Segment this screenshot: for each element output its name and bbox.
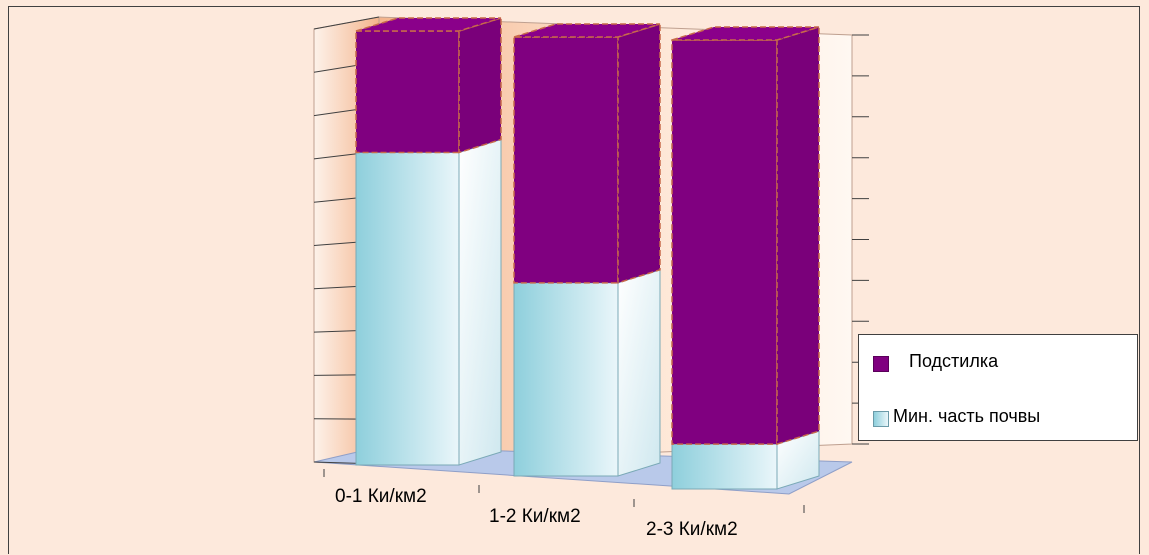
bar-litter-side: [458, 16, 502, 154]
bar-mineral-side: [617, 269, 661, 477]
gridline: [313, 16, 380, 30]
bar-litter-top: [355, 17, 502, 32]
bar-litter-side: [617, 22, 661, 284]
bar-litter-front: [355, 30, 460, 154]
bar-litter-top: [513, 23, 661, 38]
legend-item-mineral-soil: Мин. часть почвы: [859, 403, 1137, 433]
bar-litter-front: [671, 39, 778, 445]
x-tick-label: 1-2 Ки/км2: [489, 506, 581, 527]
legend-swatch-litter: [873, 356, 889, 372]
x-tick-label: 2-3 Ки/км2: [646, 519, 738, 540]
bar-mineral-front: [513, 282, 619, 477]
legend-label-litter: Подстилка: [909, 351, 999, 371]
bar-mineral-front: [671, 443, 778, 490]
chart-plot: 0-1 Ки/км2 1-2 Ки/км2 2-3 Ки/км2: [313, 16, 869, 540]
legend-swatch-mineral-soil: [873, 411, 889, 427]
legend-label-mineral-soil: Мин. часть почвы: [893, 406, 1041, 426]
bar-litter-front: [513, 36, 619, 284]
bar-mineral-front: [355, 152, 460, 466]
legend-item-litter: Подстилка: [859, 348, 1137, 378]
bar-mineral-side: [458, 138, 502, 466]
bar-litter-top: [671, 26, 820, 41]
x-tick-label: 0-1 Ки/км2: [335, 486, 427, 507]
bar-litter-side: [776, 25, 820, 446]
chart-area: 0-1 Ки/км2 1-2 Ки/км2 2-3 Ки/км2 Подстилка…: [8, 6, 1140, 554]
legend: Подстилка Мин. часть почвы: [858, 334, 1138, 441]
